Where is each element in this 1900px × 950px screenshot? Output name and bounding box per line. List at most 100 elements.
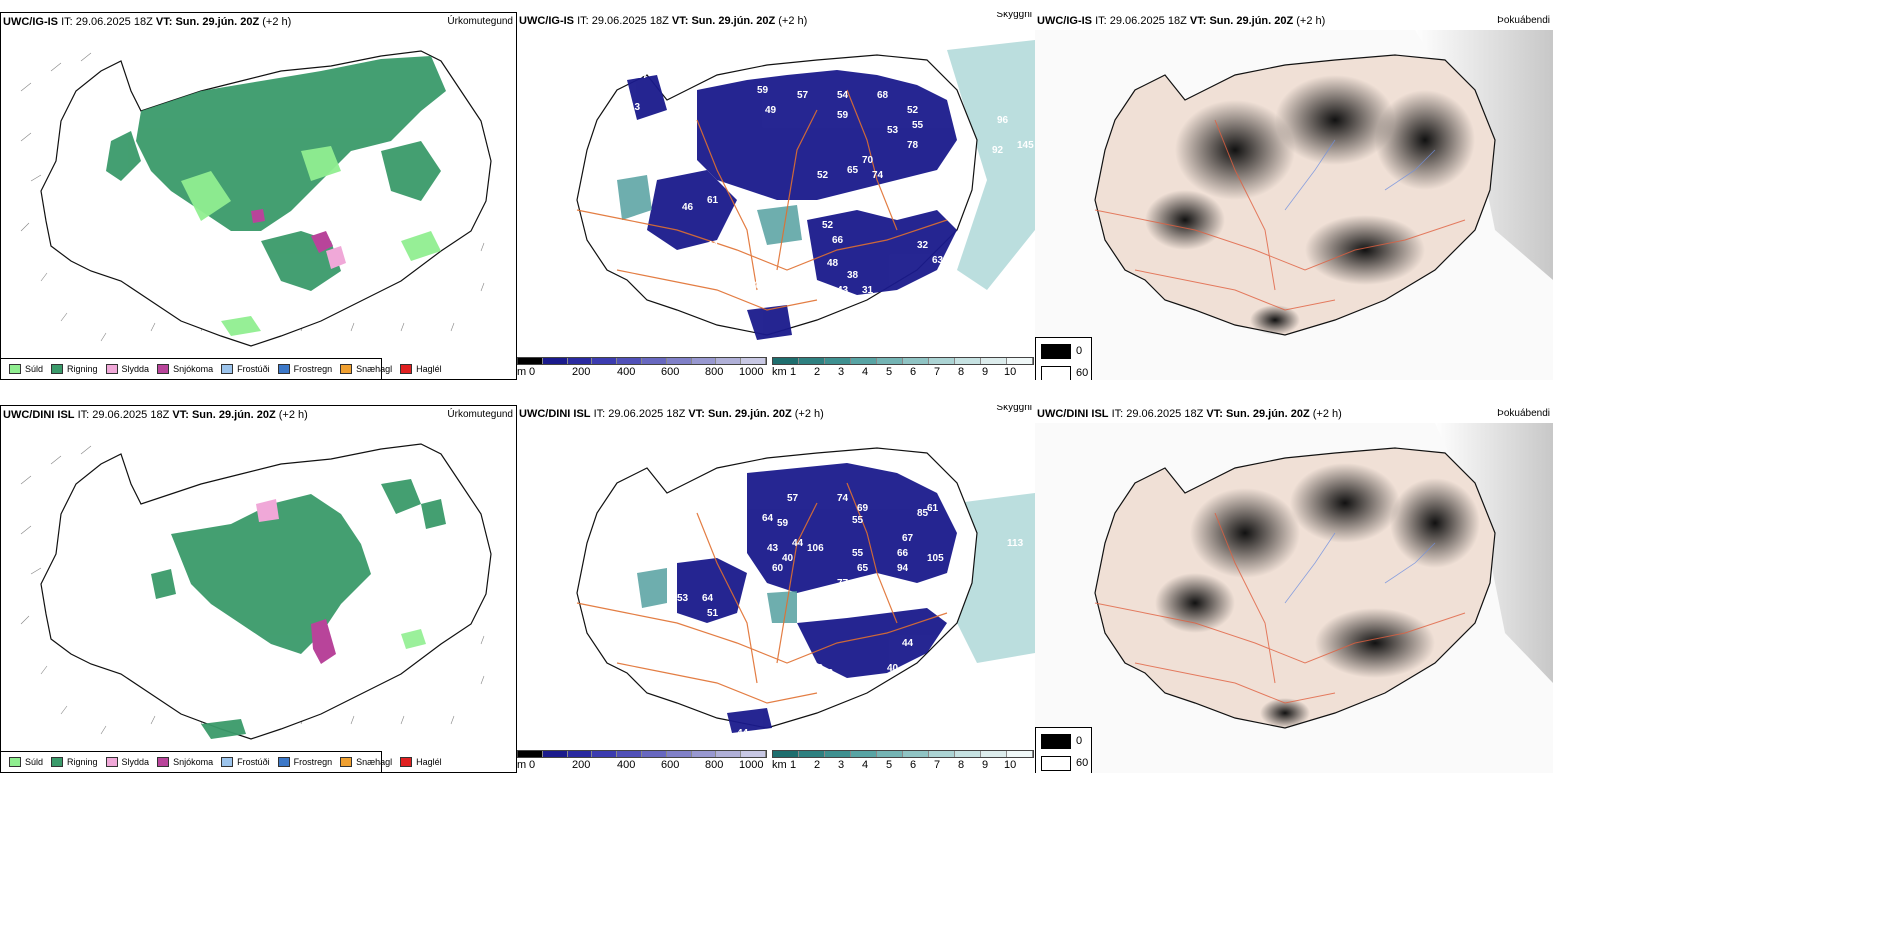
lead-time: (+2 h) (278, 409, 308, 421)
visibility-panel-top: UWC/IG-IS IT: 29.06.2025 18Z VT: Sun. 29… (517, 12, 1035, 380)
precip-map (20, 443, 492, 740)
visibility-value-label: 42 (772, 730, 784, 741)
legend-label: Snæhagl (356, 364, 393, 374)
legend-label: Frostregn (293, 364, 333, 374)
vt-value: Sun. 29.jún. 20Z (1225, 408, 1310, 420)
visibility-value-label: 94 (897, 563, 909, 574)
legend-item: Frostregn (277, 364, 333, 374)
legend-swatch (400, 364, 413, 374)
legend-label: Slydda (121, 364, 150, 374)
it-value: 29.06.2025 18Z (1126, 408, 1204, 420)
colorbar-cell (567, 358, 593, 364)
visibility-value-label: 48 (687, 635, 699, 646)
height-tick: 400 (617, 759, 636, 771)
height-tick: 1000 (739, 366, 764, 378)
visibility-value-label: 22 (632, 503, 644, 514)
vt-value: Sun. 29.jún. 20Z (175, 16, 260, 28)
vt-value: Sun. 29.jún. 20Z (191, 409, 276, 421)
colorbar-cell (741, 751, 766, 757)
vt-value: Sun. 29.jún. 20Z (691, 15, 776, 27)
visibility-tick: 8 (958, 759, 965, 771)
visibility-tick: 3 (838, 759, 845, 771)
fog-swatch-light (1041, 366, 1071, 380)
it-value: 29.06.2025 18Z (92, 409, 170, 421)
visibility-value-label: 44 (737, 728, 749, 739)
legend-swatch (51, 364, 64, 374)
colorbar-cell (592, 358, 618, 364)
visibility-value-label: 44 (902, 638, 914, 649)
visibility-value-label: 92 (992, 145, 1004, 156)
it-label: IT: (593, 408, 606, 420)
model-name: UWC/DINI ISL (1037, 408, 1109, 420)
legend-swatch (400, 757, 413, 767)
fog-swatch-dark (1041, 734, 1071, 749)
visibility-value-label: 60 (772, 563, 784, 574)
vt-value: Sun. 29.jún. 20Z (707, 408, 792, 420)
height-tick: 800 (705, 759, 724, 771)
visibility-value-label: 96 (997, 115, 1009, 126)
visibility-value-label: 65 (847, 165, 859, 176)
colorbar-cell (1007, 358, 1033, 364)
it-label: IT: (77, 409, 90, 421)
legend-item: Frostúði (221, 364, 270, 374)
visibility-map (576, 40, 1035, 340)
visibility-value-label: 48 (827, 258, 839, 269)
colorbar-cell (929, 751, 955, 757)
model-name: UWC/IG-IS (3, 16, 58, 28)
visibility-value-label: 67 (902, 533, 914, 544)
visibility-value-label: 70 (812, 663, 824, 674)
visibility-value-label: 13 (629, 102, 641, 113)
visibility-value-label: 57 (787, 493, 799, 504)
legend-item: Slydda (105, 364, 150, 374)
visibility-tick: 3 (838, 366, 845, 378)
visibility-value-label: 77 (837, 578, 849, 589)
precip-map (20, 50, 492, 347)
visibility-value-label: 78 (907, 140, 919, 151)
precip-type-panel-top: UWC/IG-IS IT: 29.06.2025 18Z VT: Sun. 29… (0, 12, 517, 380)
colorbar-cell (903, 358, 929, 364)
colorbar-cell (799, 751, 825, 757)
colorbar-cell (617, 358, 642, 364)
visibility-value-label: 60 (752, 230, 764, 241)
visibility-value-label: 115 (817, 205, 834, 216)
it-value: 29.06.2025 18Z (591, 15, 669, 27)
legend-label: Súld (25, 757, 44, 767)
visibility-tick: 9 (982, 759, 989, 771)
colorbar-cell (955, 358, 981, 364)
lead-time: (+2 h) (794, 408, 824, 420)
visibility-value-label: 40 (782, 553, 794, 564)
legend-swatch (277, 757, 290, 767)
lead-time: (+2 h) (262, 16, 292, 28)
visibility-value-label: 44 (707, 240, 719, 251)
visibility-value-label: 38 (847, 270, 859, 281)
visibility-value-label: 57 (797, 90, 809, 101)
visibility-value-label: 61 (707, 195, 719, 206)
visibility-unit: km (772, 759, 787, 771)
height-tick: 0 (529, 759, 536, 771)
model-name: UWC/DINI ISL (519, 408, 591, 420)
height-tick: 400 (617, 366, 636, 378)
visibility-value-label: 63 (827, 292, 839, 303)
panel-header: UWC/DINI ISL IT: 29.06.2025 18Z VT: Sun.… (1, 406, 516, 424)
vt-label: VT: (1189, 15, 1207, 27)
visibility-value-label: 51 (707, 608, 719, 619)
legend-label: Rigning (67, 364, 98, 374)
legend-swatch (277, 364, 290, 374)
legend-label: Snæhagl (356, 757, 393, 767)
colorbar-cell (542, 751, 568, 757)
visibility-value-label: 66 (635, 473, 647, 484)
legend-label: Frostúði (237, 757, 270, 767)
colorbar-cell (518, 751, 543, 757)
precip-legend: Súld Rigning Slydda Snjókoma Frostúði Fr… (1, 751, 442, 772)
fog-map (1035, 30, 1553, 380)
visibility-value-label: 59 (757, 85, 769, 96)
panel-title: Úrkomutegund (447, 16, 513, 27)
legend-label: Snjókoma (173, 757, 214, 767)
fog-legend-label: 0 (1076, 345, 1083, 357)
colorbar-cell (825, 358, 851, 364)
visibility-tick: 8 (958, 366, 965, 378)
legend-label: Snjókoma (173, 364, 214, 374)
legend-label: Rigning (67, 757, 98, 767)
legend-item: Frostregn (277, 757, 332, 767)
colorbar-cell (691, 751, 717, 757)
